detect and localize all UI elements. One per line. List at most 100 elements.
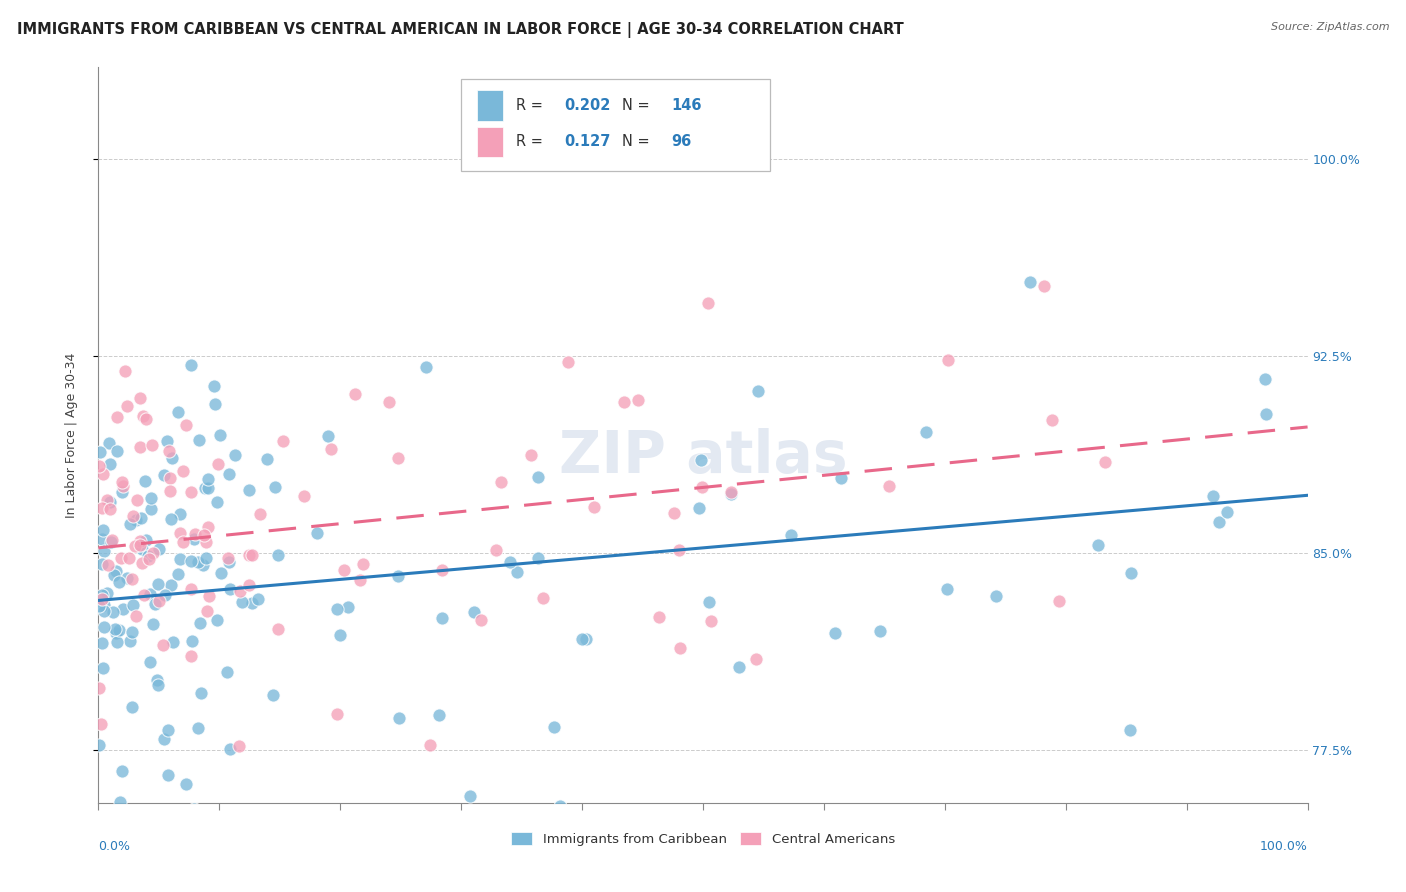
Point — [430, 611, 453, 625]
Point — [527, 551, 550, 566]
Point — [104, 626, 127, 640]
Point — [115, 571, 138, 585]
Point — [90, 592, 112, 607]
Point — [648, 609, 671, 624]
Point — [205, 613, 228, 627]
Text: 0.202: 0.202 — [564, 97, 610, 112]
Point — [204, 397, 226, 411]
Point — [107, 444, 129, 458]
Point — [122, 598, 145, 612]
Point — [97, 435, 120, 450]
Point — [460, 789, 482, 803]
Point — [121, 572, 143, 586]
Point — [1201, 489, 1223, 503]
Point — [689, 452, 711, 467]
Point — [506, 565, 529, 579]
Point — [571, 632, 593, 647]
Point — [134, 474, 156, 488]
Point — [180, 484, 202, 499]
Point — [332, 563, 354, 577]
Point — [938, 353, 960, 368]
Point — [122, 508, 145, 523]
Point — [242, 596, 264, 610]
Point — [169, 526, 191, 541]
Point — [93, 620, 115, 634]
Point — [419, 738, 441, 752]
Bar — [477, 127, 503, 157]
Point — [131, 542, 153, 557]
Point — [120, 516, 142, 531]
Point — [316, 429, 339, 443]
Point — [256, 451, 278, 466]
Point — [387, 450, 409, 465]
Point — [415, 359, 437, 374]
Point — [262, 688, 284, 702]
Point — [627, 393, 650, 408]
Point — [180, 554, 202, 568]
Point — [668, 543, 690, 558]
Point — [159, 483, 181, 498]
Point — [229, 584, 252, 599]
Point — [125, 609, 148, 624]
Point — [153, 732, 176, 747]
Point — [148, 542, 170, 557]
Point — [879, 479, 901, 493]
Point — [499, 555, 522, 569]
Point — [138, 552, 160, 566]
Point — [307, 525, 329, 540]
Point — [142, 546, 165, 560]
Point — [148, 594, 170, 608]
Point — [172, 535, 194, 549]
Point — [181, 633, 204, 648]
Point — [869, 624, 891, 639]
Point — [104, 623, 127, 637]
Point — [1040, 412, 1063, 426]
Point — [349, 574, 371, 588]
Point — [1254, 372, 1277, 386]
Point — [217, 550, 239, 565]
Point — [87, 681, 110, 695]
Point — [575, 632, 598, 647]
Point — [167, 405, 190, 419]
Point — [700, 614, 723, 628]
Point — [139, 655, 162, 669]
Point — [118, 551, 141, 566]
Point — [329, 628, 352, 642]
Point — [429, 707, 451, 722]
Point — [1094, 455, 1116, 469]
Point — [1019, 275, 1042, 289]
Text: N =: N = — [621, 135, 654, 150]
Point — [146, 576, 169, 591]
Point — [115, 399, 138, 413]
Point — [249, 507, 271, 521]
Legend: Immigrants from Caribbean, Central Americans: Immigrants from Caribbean, Central Ameri… — [506, 827, 900, 851]
Text: 96: 96 — [672, 135, 692, 150]
Point — [157, 723, 180, 737]
Point — [264, 480, 287, 494]
Text: N =: N = — [621, 97, 654, 112]
Point — [172, 464, 194, 478]
Point — [218, 741, 240, 756]
Point — [824, 626, 846, 640]
Point — [582, 500, 605, 515]
Text: 0.0%: 0.0% — [98, 839, 131, 853]
Point — [141, 438, 163, 452]
Point — [238, 548, 260, 562]
Point — [183, 802, 205, 816]
Point — [98, 502, 121, 516]
Point — [121, 700, 143, 714]
Point — [129, 440, 152, 454]
Point — [103, 567, 125, 582]
Point — [202, 379, 225, 393]
Point — [215, 665, 238, 679]
Point — [197, 520, 219, 534]
Point — [108, 623, 131, 637]
Point — [935, 582, 957, 596]
Point — [136, 549, 159, 563]
Point — [1121, 566, 1143, 581]
Point — [190, 686, 212, 700]
Point — [1087, 537, 1109, 551]
Point — [557, 355, 579, 369]
Point — [187, 722, 209, 736]
Point — [134, 588, 156, 602]
